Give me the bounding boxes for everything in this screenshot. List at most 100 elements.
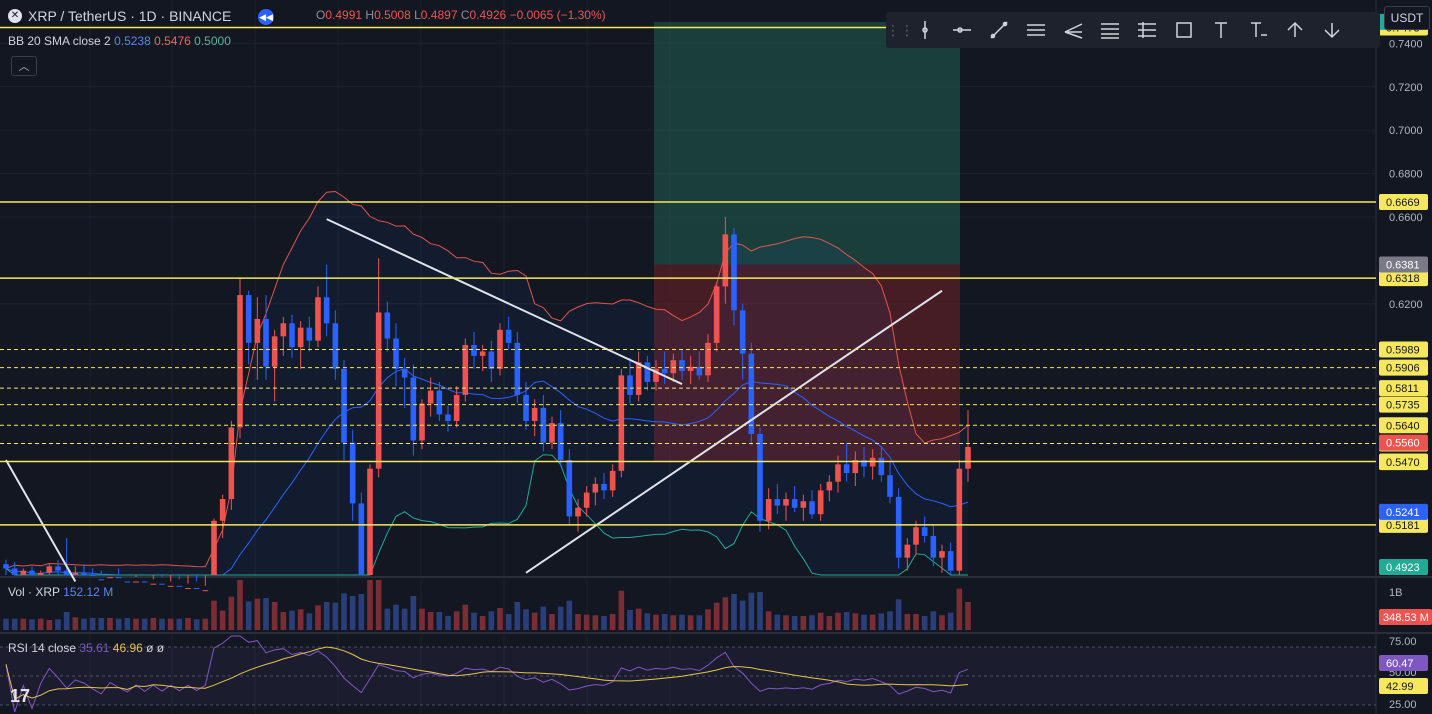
candle-body bbox=[644, 362, 651, 382]
volume-bar bbox=[497, 608, 503, 630]
volume-bar bbox=[531, 612, 538, 630]
volume-bar bbox=[55, 619, 61, 630]
candle-body bbox=[228, 427, 235, 500]
volume-bar bbox=[11, 618, 18, 630]
rsi-extra: ø ø bbox=[146, 641, 165, 655]
volume-bar bbox=[367, 580, 373, 630]
candle-body bbox=[280, 323, 287, 337]
volume-bar bbox=[869, 614, 876, 630]
currency-button[interactable]: USDT bbox=[1384, 6, 1430, 30]
rsi-ma-value: 46.96 bbox=[112, 641, 143, 655]
candle-body bbox=[809, 501, 815, 515]
tradingview-logo[interactable]: 17 bbox=[10, 686, 31, 706]
volume-bar bbox=[696, 615, 703, 630]
volume-bar bbox=[185, 618, 191, 630]
level-badge: 0.5735 bbox=[1386, 400, 1420, 412]
candle-body bbox=[263, 318, 269, 367]
volume-bar bbox=[384, 608, 391, 630]
candle-body bbox=[358, 503, 365, 575]
bb-legend[interactable]: BB 20 SMA close 2 0.5238 0.5476 0.5000 bbox=[8, 34, 231, 48]
candle-body bbox=[635, 362, 642, 395]
horizontal-ray-icon[interactable] bbox=[943, 12, 980, 48]
rsi-line bbox=[5, 635, 969, 713]
volume-bar bbox=[37, 618, 44, 630]
volume-bar bbox=[98, 618, 105, 630]
rsi-tick-label: 25.00 bbox=[1389, 699, 1417, 711]
candle-body bbox=[947, 551, 954, 571]
close-value: 0.4926 bbox=[469, 8, 507, 22]
candle-body bbox=[63, 570, 70, 575]
candle-body bbox=[193, 588, 200, 590]
volume-legend[interactable]: Vol · XRP 152.12 M bbox=[8, 585, 113, 599]
volume-bar bbox=[20, 618, 27, 630]
price-badge-bg bbox=[1379, 559, 1428, 575]
candle-body bbox=[965, 446, 971, 469]
volume-bar bbox=[89, 618, 96, 630]
volume-bar bbox=[765, 611, 772, 630]
price-tick-label: 0.7000 bbox=[1389, 125, 1423, 137]
position-zones bbox=[654, 21, 960, 462]
trend-line-icon[interactable] bbox=[980, 12, 1017, 48]
rectangle-icon[interactable] bbox=[1165, 12, 1202, 48]
price-tick-label: 0.6800 bbox=[1389, 169, 1423, 181]
volume-bar bbox=[679, 614, 685, 630]
target-zone bbox=[654, 21, 960, 265]
bb-basis-value: 0.5238 bbox=[114, 34, 151, 48]
collapse-legend-button[interactable]: ︿ bbox=[11, 56, 37, 76]
price-tick-label: 0.7200 bbox=[1389, 82, 1423, 94]
volume-bar bbox=[913, 614, 919, 630]
rsi-legend[interactable]: RSI 14 close 35.61 46.96 ø ø bbox=[8, 641, 164, 655]
volume-bar bbox=[341, 593, 347, 630]
candle-body bbox=[774, 499, 781, 506]
symbol-title[interactable]: XRP / TetherUS · 1D · BINANCE bbox=[28, 8, 232, 24]
grip-icon[interactable]: ⋮⋮ bbox=[886, 21, 914, 38]
price-badge: 0.5560 bbox=[1386, 438, 1420, 450]
fib-grid-icon[interactable] bbox=[1128, 12, 1165, 48]
vertical-line-icon[interactable] bbox=[906, 12, 943, 48]
candle-body bbox=[514, 342, 521, 395]
candle-body bbox=[115, 577, 122, 579]
candle-body bbox=[393, 338, 399, 369]
candle-body bbox=[462, 345, 469, 395]
level-badge-bg bbox=[1379, 270, 1428, 287]
candle-body bbox=[349, 442, 356, 504]
rsi-badge: 42.99 bbox=[1386, 681, 1414, 693]
text-anchor-icon[interactable] bbox=[1239, 12, 1276, 48]
rsi-badge-bg bbox=[1379, 678, 1428, 694]
parallel-lines-icon[interactable] bbox=[1017, 12, 1054, 48]
volume-bar bbox=[895, 599, 902, 630]
candle-body bbox=[843, 464, 850, 474]
arrow-up-icon[interactable] bbox=[1276, 12, 1313, 48]
volume-bar bbox=[609, 614, 616, 630]
candle-body bbox=[211, 520, 217, 575]
volume-bar bbox=[254, 598, 261, 630]
stop-zone bbox=[654, 264, 960, 462]
candle-body bbox=[445, 414, 451, 421]
arrow-down-icon[interactable] bbox=[1313, 12, 1350, 48]
fib-levels-icon[interactable] bbox=[1091, 12, 1128, 48]
fan-lines-icon[interactable] bbox=[1054, 12, 1091, 48]
replay-icon[interactable]: ◀◀ bbox=[258, 9, 274, 25]
volume-bar bbox=[3, 618, 9, 630]
volume-bar bbox=[150, 618, 157, 630]
symbol-header: ✕ XRP / TetherUS · 1D · BINANCE bbox=[8, 8, 231, 24]
volume-bar bbox=[965, 602, 971, 630]
price-badge-bg bbox=[1379, 256, 1428, 273]
text-icon[interactable] bbox=[1202, 12, 1239, 48]
volume-bar bbox=[141, 618, 148, 630]
volume-bar bbox=[228, 596, 235, 630]
level-badge: 0.6318 bbox=[1386, 273, 1420, 285]
price-badge: 0.6381 bbox=[1386, 260, 1420, 272]
candle-body bbox=[817, 490, 824, 515]
candle-body bbox=[713, 286, 720, 343]
volume-bar bbox=[757, 592, 763, 630]
volume-bar bbox=[107, 618, 113, 630]
candle-body bbox=[55, 566, 61, 571]
volume-bar bbox=[817, 612, 824, 630]
volume-bar bbox=[791, 616, 798, 630]
volume-bar bbox=[783, 615, 789, 630]
candle-body bbox=[687, 366, 694, 372]
level-badge-bg bbox=[1379, 341, 1428, 358]
